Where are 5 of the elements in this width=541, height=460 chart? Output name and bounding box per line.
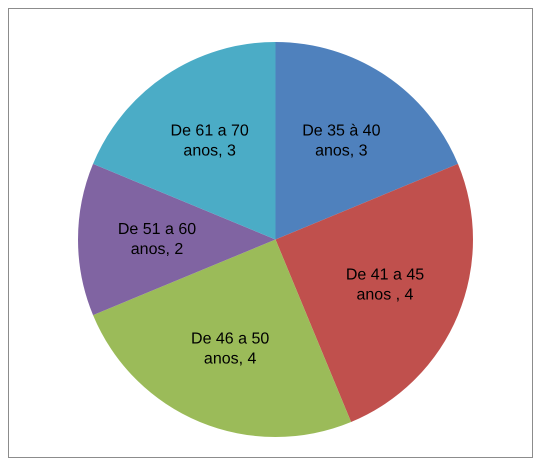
slice-label: De 41 a 45 anos , 4 (346, 266, 424, 304)
slice-label: De 35 à 40 anos, 3 (302, 122, 381, 160)
slice-label: De 46 a 50 anos, 4 (191, 330, 270, 368)
slice-label: De 61 a 70 anos, 3 (170, 122, 249, 160)
slice-label: De 51 a 60 anos, 2 (118, 220, 196, 258)
